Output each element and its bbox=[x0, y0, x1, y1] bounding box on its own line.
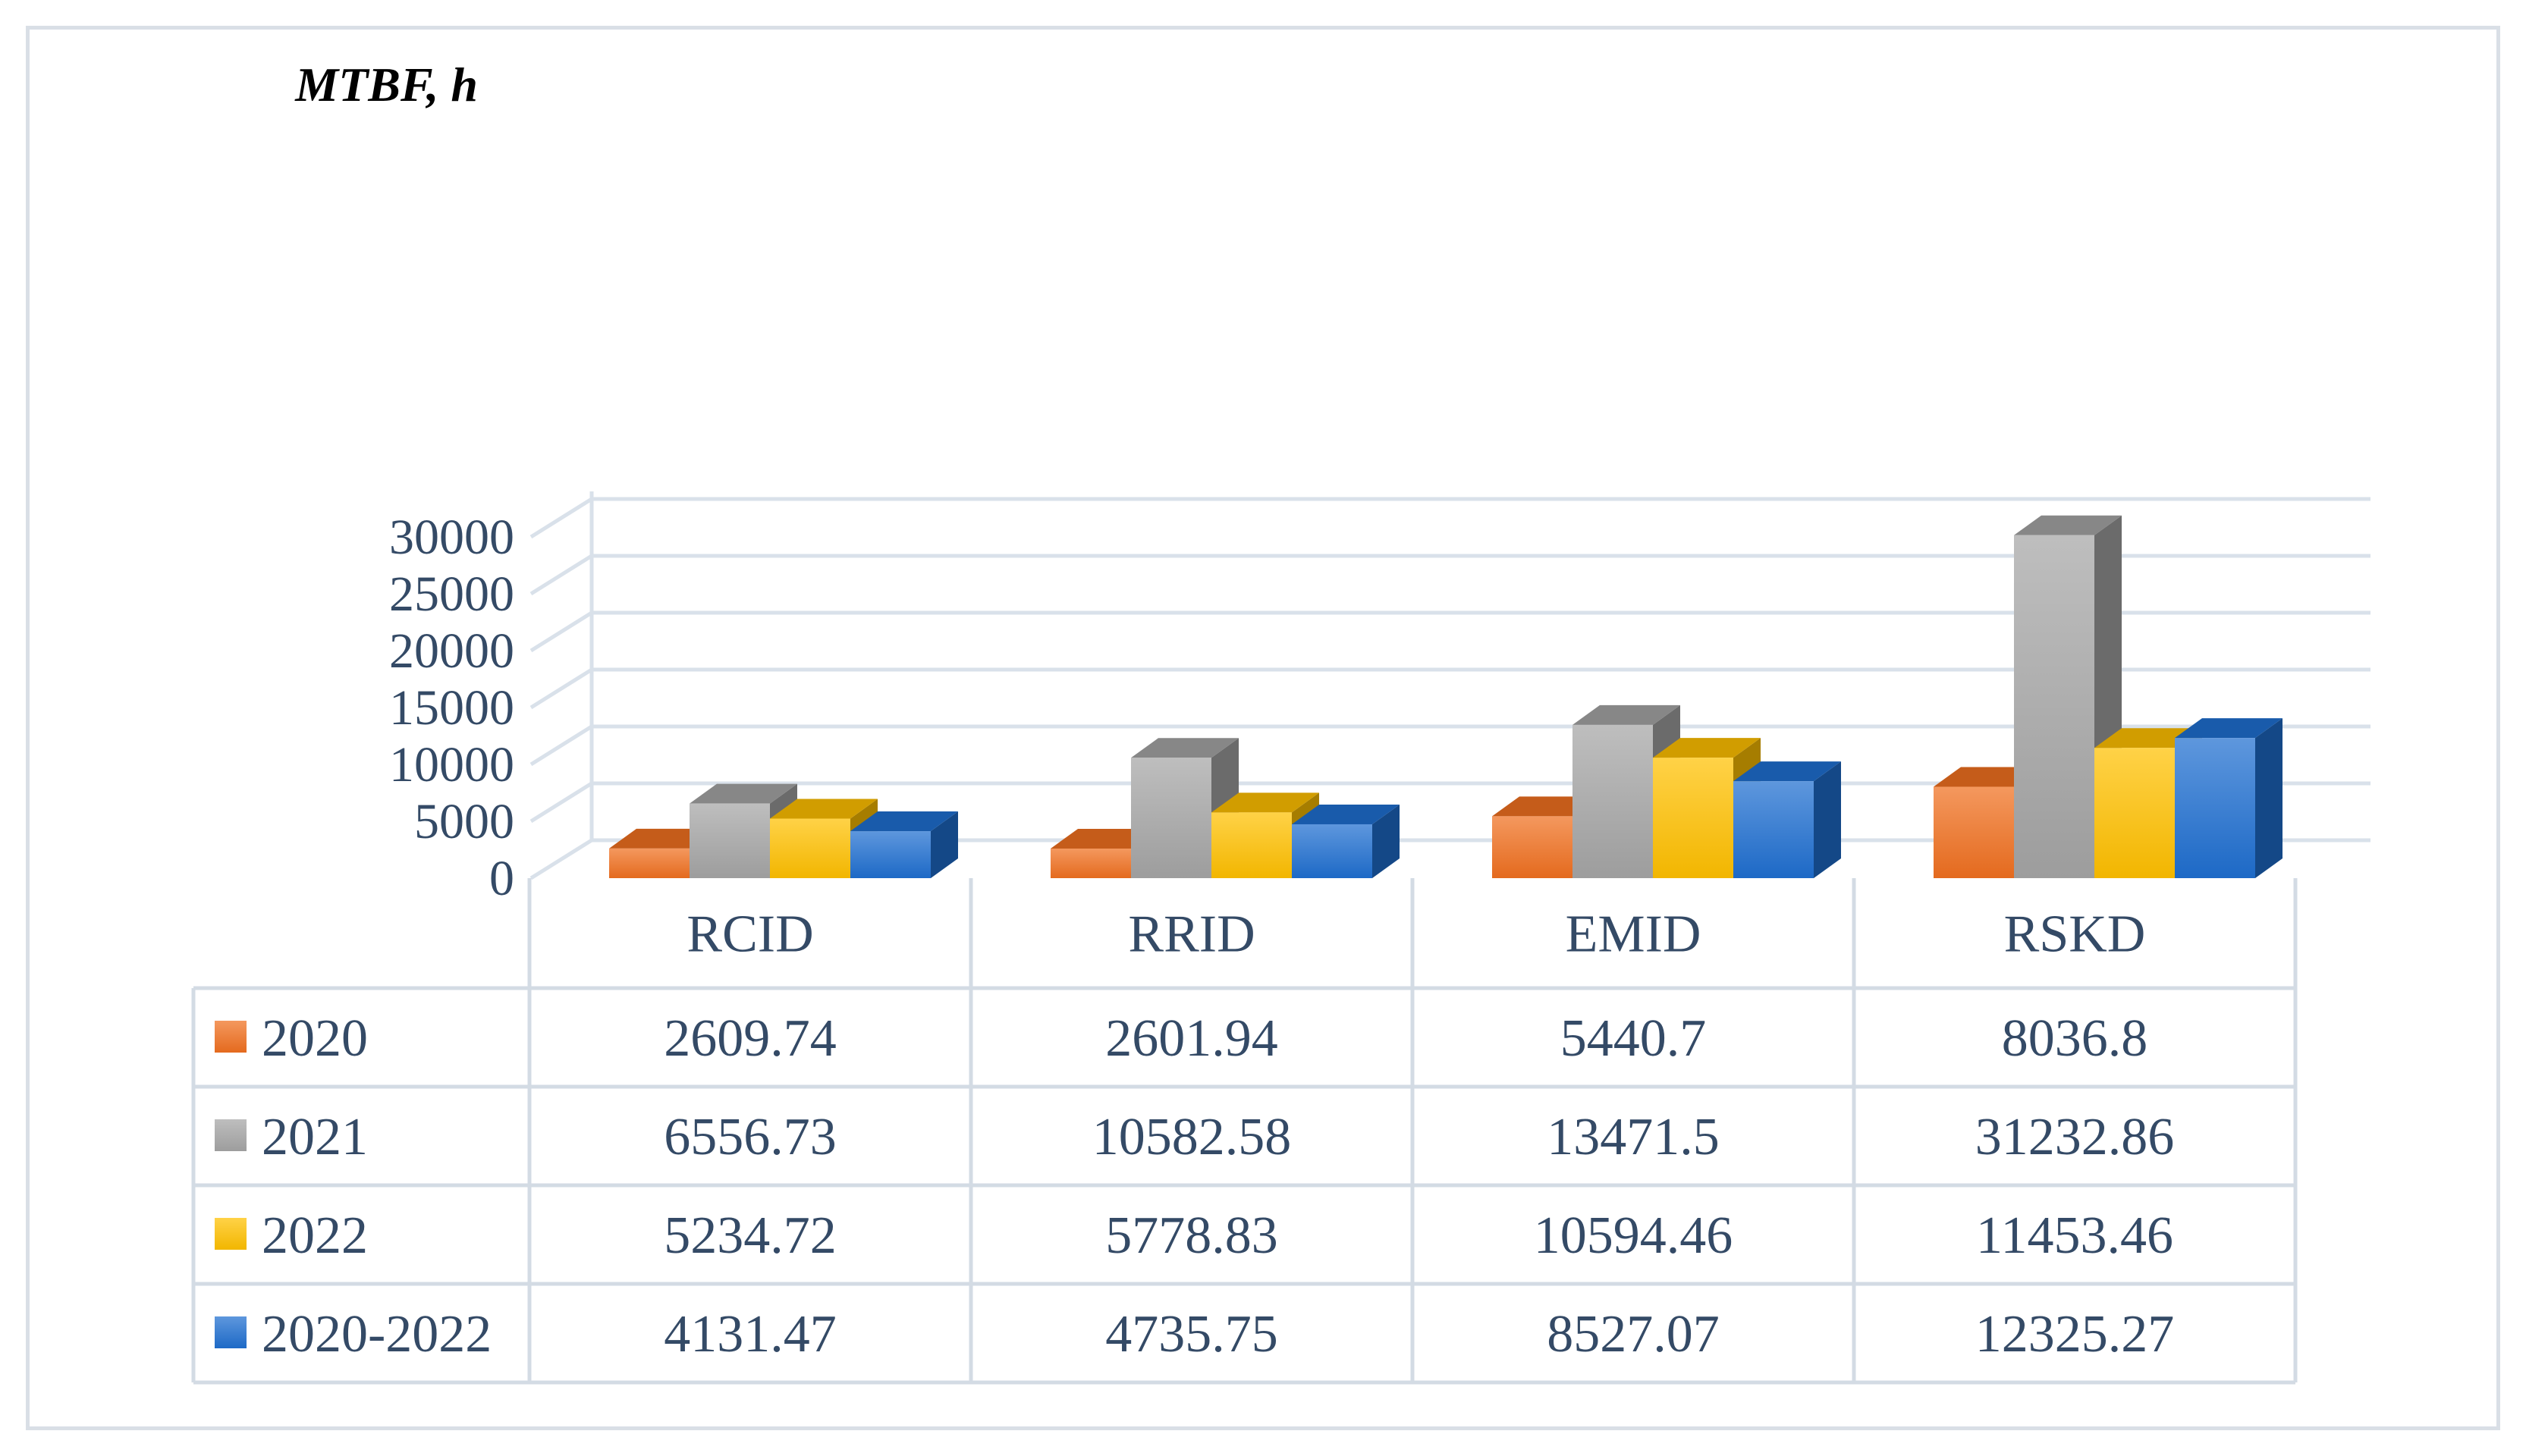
bar-top bbox=[1292, 804, 1400, 824]
legend-label-2022: 2022 bbox=[262, 1207, 368, 1265]
gridline-side bbox=[529, 781, 593, 824]
bar-side bbox=[1372, 804, 1400, 878]
legend-entry-2020: 2020 bbox=[215, 1009, 368, 1068]
bar-front bbox=[1572, 724, 1653, 878]
bar-front bbox=[2094, 748, 2175, 878]
bar-side bbox=[2255, 718, 2283, 878]
bar-front bbox=[1934, 786, 2014, 878]
gridline-side bbox=[529, 497, 593, 539]
legend-label-2020-2022: 2020-2022 bbox=[262, 1305, 492, 1363]
legend-key-2020 bbox=[215, 1021, 247, 1053]
y-tick-label: 0 bbox=[489, 851, 514, 906]
y-tick-label: 10000 bbox=[389, 737, 514, 792]
bar-front bbox=[1211, 812, 1292, 878]
data-table: RCID RRID EMID RSKD 2020 2609.74 2601.94 5440.7… bbox=[191, 878, 2298, 1385]
bar-front bbox=[850, 831, 931, 878]
bar-top bbox=[2175, 718, 2283, 739]
data-label-2022-rrid: 5778.83 bbox=[1105, 1207, 1278, 1265]
bars bbox=[609, 515, 2283, 878]
category-label-rskd: RSKD bbox=[2004, 905, 2146, 964]
y-axis-title: MTBF, h bbox=[294, 58, 478, 111]
bar-rrid-2020-2022 bbox=[1292, 804, 1400, 878]
category-label-rcid: RCID bbox=[686, 905, 813, 964]
legend-label-2020: 2020 bbox=[262, 1009, 368, 1068]
chart-frame bbox=[26, 26, 2500, 1430]
bar-top bbox=[1653, 738, 1761, 758]
data-label-2021-emid: 13471.5 bbox=[1547, 1108, 1720, 1166]
gridline-side bbox=[529, 724, 593, 767]
data-label-2022-emid: 10594.46 bbox=[1534, 1207, 1733, 1265]
bar-front bbox=[1051, 848, 1131, 878]
legend-key-2020-2022 bbox=[215, 1316, 247, 1348]
y-tick-label: 30000 bbox=[389, 510, 514, 565]
gridline-side bbox=[529, 838, 593, 880]
bar-top bbox=[1211, 792, 1319, 813]
legend-key-2022 bbox=[215, 1218, 247, 1250]
data-label-2020-2022-emid: 8527.07 bbox=[1547, 1305, 1720, 1363]
bar-top bbox=[1733, 761, 1841, 782]
bar-emid-2020-2022 bbox=[1733, 761, 1841, 878]
data-label-2021-rskd: 31232.86 bbox=[1975, 1108, 2175, 1166]
bar-front bbox=[770, 818, 850, 878]
bar-rrid-2022 bbox=[1211, 792, 1319, 878]
bar-front bbox=[2014, 535, 2094, 878]
legend-entry-2021: 2021 bbox=[215, 1108, 368, 1166]
bar-top bbox=[1131, 738, 1239, 758]
data-label-2022-rskd: 11453.46 bbox=[1976, 1207, 2173, 1265]
data-label-2020-2022-rcid: 4131.47 bbox=[664, 1305, 837, 1363]
data-label-2020-2022-rrid: 4735.75 bbox=[1105, 1305, 1278, 1363]
data-label-2020-rrid: 2601.94 bbox=[1105, 1009, 1278, 1068]
data-label-2020-2022-rskd: 12325.27 bbox=[1975, 1305, 2175, 1363]
y-tick-label: 25000 bbox=[389, 566, 514, 622]
legend-entry-2022: 2022 bbox=[215, 1207, 368, 1265]
bar-front bbox=[1292, 824, 1372, 878]
y-tick-label: 5000 bbox=[414, 794, 514, 849]
gridline-side bbox=[529, 667, 593, 710]
bar-top bbox=[2014, 515, 2122, 535]
bar-side bbox=[931, 811, 958, 878]
bar-front bbox=[1131, 758, 1211, 878]
bar-side bbox=[1814, 761, 1841, 878]
data-label-2020-rskd: 8036.8 bbox=[2002, 1009, 2148, 1068]
bar-front bbox=[609, 848, 690, 878]
gridline-side bbox=[529, 610, 593, 653]
data-label-2021-rcid: 6556.73 bbox=[664, 1108, 837, 1166]
bar-rcid-2020-2022 bbox=[850, 811, 958, 878]
category-label-rrid: RRID bbox=[1128, 905, 1255, 964]
bar-top bbox=[850, 811, 958, 832]
bar-front bbox=[1733, 781, 1814, 878]
bar-front bbox=[1492, 816, 1572, 878]
bar-top bbox=[690, 783, 797, 804]
bar-top bbox=[1572, 704, 1680, 725]
bar-rskd-2020-2022 bbox=[2175, 718, 2283, 878]
bar-front bbox=[2175, 738, 2255, 878]
category-label-emid: EMID bbox=[1566, 905, 1701, 964]
bar-front bbox=[690, 803, 770, 878]
legend-key-2021 bbox=[215, 1119, 247, 1151]
y-tick-label: 20000 bbox=[389, 623, 514, 679]
bar-top bbox=[770, 799, 878, 819]
legend-entry-2020-2022: 2020-2022 bbox=[215, 1305, 492, 1363]
y-tick-label: 15000 bbox=[389, 680, 514, 736]
legend-label-2021: 2021 bbox=[262, 1108, 368, 1166]
data-label-2021-rrid: 10582.58 bbox=[1092, 1108, 1292, 1166]
bar-front bbox=[1653, 758, 1733, 878]
data-label-2020-emid: 5440.7 bbox=[1560, 1009, 1707, 1068]
data-label-2020-rcid: 2609.74 bbox=[664, 1009, 837, 1068]
gridline-side bbox=[529, 554, 593, 596]
data-label-2022-rcid: 5234.72 bbox=[664, 1207, 837, 1265]
